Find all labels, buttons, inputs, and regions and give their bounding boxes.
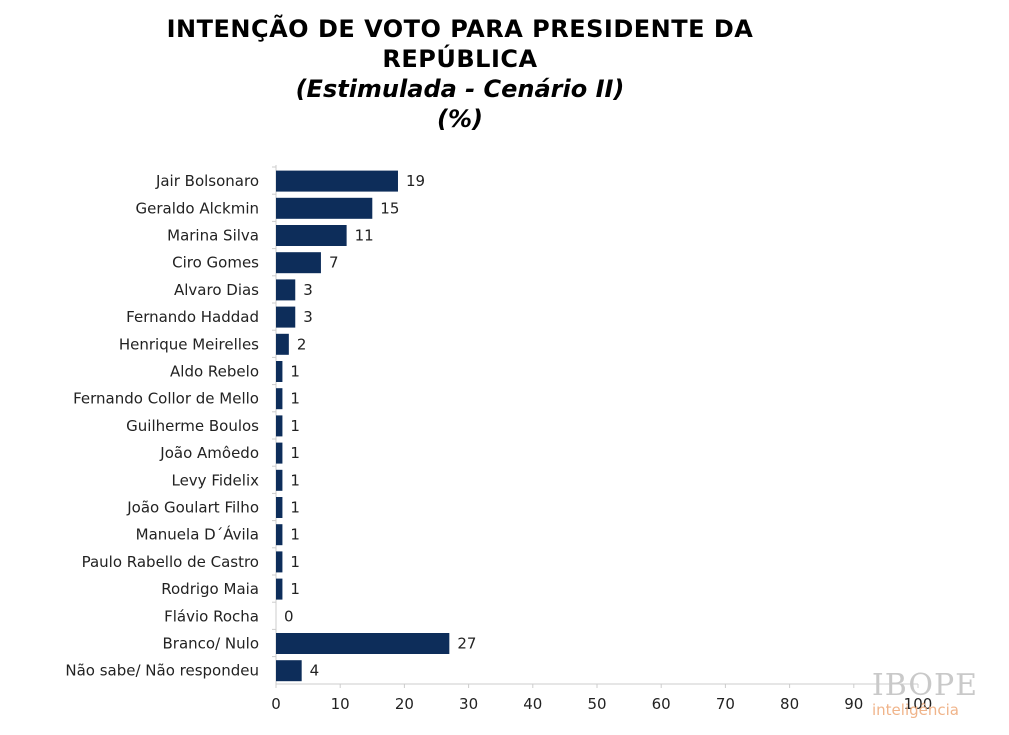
data-label: 1 (290, 499, 300, 517)
x-tick-label: 0 (271, 695, 281, 713)
category-label: Levy Fidelix (171, 471, 259, 489)
data-label: 1 (290, 390, 300, 408)
category-label: João Goulart Filho (126, 499, 259, 517)
category-label: Ciro Gomes (172, 254, 259, 272)
category-label: Aldo Rebelo (170, 363, 259, 381)
data-label: 1 (290, 417, 300, 435)
x-tick-label: 100 (904, 695, 933, 713)
category-label: Jair Bolsonaro (155, 172, 259, 190)
data-label: 7 (329, 254, 339, 272)
data-label: 15 (380, 199, 399, 217)
data-label: 11 (355, 227, 374, 245)
bar (276, 225, 347, 246)
category-label: Branco/ Nulo (163, 635, 259, 653)
category-label: Alvaro Dias (174, 281, 259, 299)
chart-title: INTENÇÃO DE VOTO PARA PRESIDENTE DA REPÚ… (80, 14, 840, 134)
x-tick-label: 30 (459, 695, 478, 713)
bar (276, 252, 321, 274)
logo-brand: IBOPE (871, 668, 979, 703)
data-label: 1 (290, 580, 300, 598)
category-label: Geraldo Alckmin (136, 199, 260, 217)
x-tick-label: 10 (331, 695, 350, 713)
logo-subtitle: inteligência (872, 701, 959, 719)
title-line-4: (%) (437, 105, 483, 133)
bar (276, 469, 283, 491)
category-label: Fernando Haddad (126, 308, 259, 326)
data-label: 1 (290, 363, 300, 381)
ibope-logo: IBOPE inteligência (850, 668, 1000, 719)
data-label: 19 (406, 172, 425, 190)
x-tick-label: 70 (716, 695, 735, 713)
bar (276, 333, 289, 355)
bar (276, 524, 283, 546)
bar (276, 578, 283, 600)
data-label: 27 (457, 635, 476, 653)
x-tick-label: 80 (780, 695, 799, 713)
category-label: Henrique Meirelles (119, 335, 259, 353)
x-tick-label: 20 (395, 695, 414, 713)
title-line-2: REPÚBLICA (382, 45, 538, 73)
bar (276, 170, 398, 192)
category-label: Manuela D´Ávila (136, 525, 259, 544)
x-tick-label: 90 (844, 695, 863, 713)
bar (276, 633, 450, 654)
category-label: Marina Silva (167, 227, 259, 245)
bar (276, 279, 296, 301)
bar (276, 551, 283, 573)
category-label: Paulo Rabello de Castro (82, 553, 259, 571)
bar (276, 660, 302, 682)
x-tick-label: 40 (523, 695, 542, 713)
bar (276, 197, 373, 219)
title-line-3: (Estimulada - Cenário II) (295, 75, 625, 103)
bar (276, 306, 296, 328)
category-label: Guilherme Boulos (126, 417, 259, 435)
category-label: Não sabe/ Não respondeu (65, 662, 259, 680)
category-label: Fernando Collor de Mello (73, 390, 259, 408)
data-label: 4 (310, 662, 320, 680)
data-label: 0 (284, 607, 294, 625)
x-tick-label: 60 (652, 695, 671, 713)
data-label: 3 (303, 308, 313, 326)
data-label: 3 (303, 281, 313, 299)
bar (276, 388, 283, 410)
data-label: 1 (290, 471, 300, 489)
data-label: 1 (290, 444, 300, 462)
bar (276, 442, 283, 464)
bar (276, 415, 283, 437)
data-label: 1 (290, 553, 300, 571)
data-label: 2 (297, 335, 307, 353)
data-label: 1 (290, 526, 300, 544)
category-label: Flávio Rocha (164, 607, 259, 625)
category-label: Rodrigo Maia (161, 580, 259, 598)
x-tick-label: 50 (587, 695, 606, 713)
title-line-1: INTENÇÃO DE VOTO PARA PRESIDENTE DA (166, 15, 754, 43)
category-label: João Amôedo (159, 444, 259, 462)
bar (276, 497, 283, 518)
bar (276, 361, 283, 382)
